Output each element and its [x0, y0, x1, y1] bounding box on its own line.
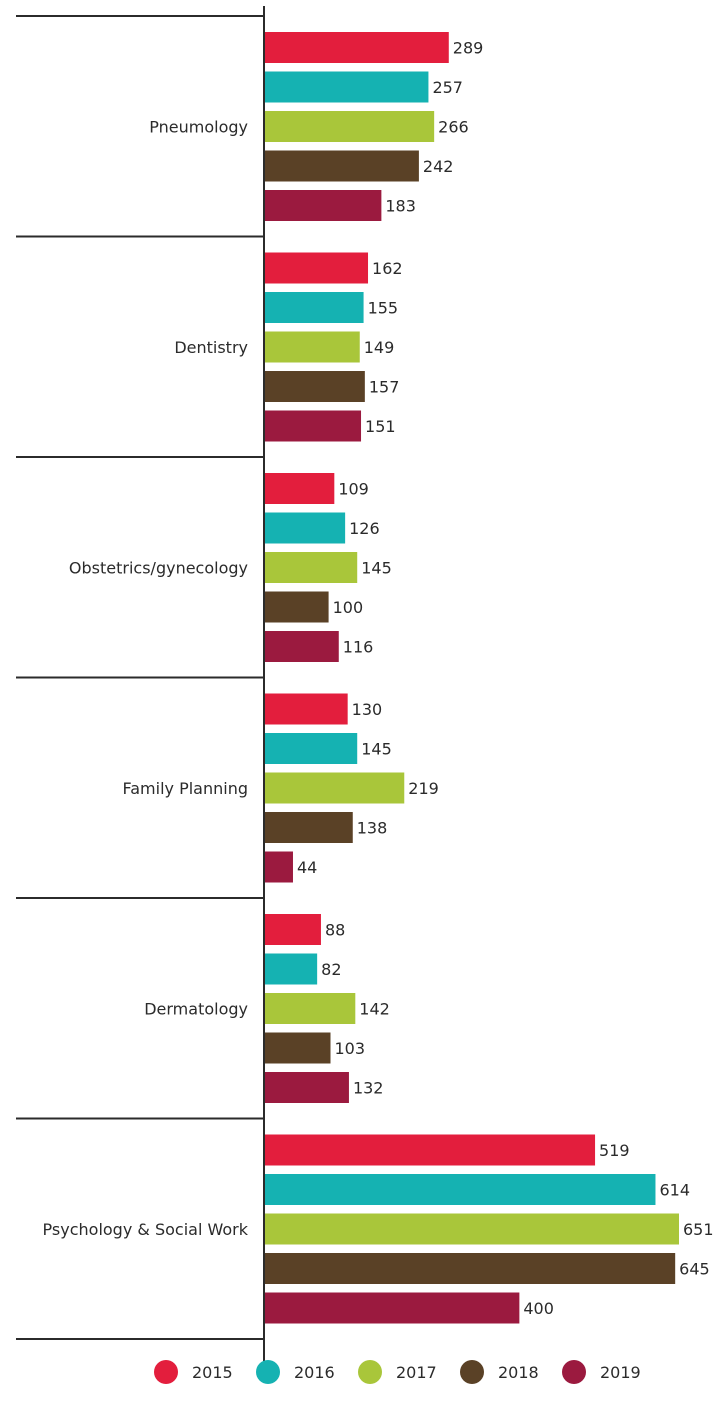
- value-label-pneumology-2017: 266: [438, 118, 469, 137]
- bar-pneumology-2018: [265, 150, 419, 182]
- value-label-family-planning-2019: 44: [297, 858, 317, 877]
- value-label-family-planning-2016: 145: [361, 740, 392, 759]
- value-label-family-planning-2017: 219: [408, 779, 439, 798]
- bar-obstetrics-gynecology-2017: [265, 552, 358, 583]
- value-label-pneumology-2018: 242: [423, 157, 454, 176]
- value-label-obstetrics-gynecology-2019: 116: [343, 638, 374, 657]
- category-label-pneumology: Pneumology: [149, 117, 248, 136]
- value-label-pneumology-2015: 289: [453, 39, 484, 58]
- bar-obstetrics-gynecology-2019: [265, 631, 339, 662]
- bar-dentistry-2016: [265, 292, 364, 323]
- bars-layer: [265, 32, 679, 1324]
- bar-dermatology-2016: [265, 953, 318, 985]
- value-label-psychology-social-work-2016: 614: [659, 1181, 690, 1200]
- value-label-dermatology-2017: 142: [359, 1000, 390, 1019]
- bar-family-planning-2015: [265, 693, 348, 725]
- bar-obstetrics-gynecology-2016: [265, 512, 346, 544]
- value-labels-layer: 289 257 266 242 183 162 155 149 157 151 109 126 145 1…: [297, 39, 714, 1319]
- bar-dermatology-2017: [265, 993, 356, 1024]
- category-label-dentistry: Dentistry: [174, 338, 248, 357]
- bar-psychology-social-work-2015: [265, 1134, 596, 1166]
- value-label-dermatology-2019: 132: [353, 1079, 384, 1098]
- value-label-dentistry-2016: 155: [368, 299, 399, 318]
- category-labels-layer: Pneumology Dentistry Obstetrics/gynecology…: [43, 117, 249, 1239]
- bar-dentistry-2015: [265, 252, 369, 284]
- bar-pneumology-2015: [265, 32, 449, 63]
- value-label-family-planning-2015: 130: [352, 700, 383, 719]
- value-label-obstetrics-gynecology-2018: 100: [333, 598, 364, 617]
- bar-pneumology-2019: [265, 190, 382, 221]
- bar-family-planning-2018: [265, 812, 353, 843]
- bar-obstetrics-gynecology-2015: [265, 473, 335, 504]
- category-label-family-planning: Family Planning: [123, 779, 249, 798]
- bar-dentistry-2018: [265, 371, 365, 402]
- value-label-pneumology-2019: 183: [385, 197, 416, 216]
- value-label-psychology-social-work-2015: 519: [599, 1141, 630, 1160]
- bar-dermatology-2018: [265, 1032, 331, 1064]
- bar-family-planning-2016: [265, 733, 358, 764]
- value-label-dermatology-2018: 103: [335, 1039, 366, 1058]
- category-separators: [16, 15, 264, 1340]
- value-label-dentistry-2015: 162: [372, 259, 403, 278]
- legend-label-2015: 2015: [192, 1363, 233, 1382]
- bar-obstetrics-gynecology-2018: [265, 591, 329, 623]
- value-label-dentistry-2017: 149: [364, 338, 395, 357]
- bar-dermatology-2019: [265, 1072, 349, 1103]
- bar-dermatology-2015: [265, 914, 321, 945]
- bar-psychology-social-work-2016: [265, 1174, 656, 1205]
- value-label-psychology-social-work-2019: 400: [523, 1299, 554, 1318]
- bar-psychology-social-work-2018: [265, 1253, 676, 1284]
- legend-label-2016: 2016: [294, 1363, 335, 1382]
- category-label-obstetrics-gynecology: Obstetrics/gynecology: [69, 558, 248, 577]
- bar-family-planning-2019: [265, 851, 293, 883]
- value-label-obstetrics-gynecology-2017: 145: [361, 559, 392, 578]
- legend-label-2018: 2018: [498, 1363, 539, 1382]
- bar-dentistry-2019: [265, 410, 362, 442]
- bar-dentistry-2017: [265, 331, 360, 363]
- category-label-dermatology: Dermatology: [144, 999, 248, 1018]
- bar-pneumology-2017: [265, 111, 435, 142]
- value-label-dermatology-2016: 82: [321, 960, 341, 979]
- legend-swatch-2015: [154, 1360, 178, 1384]
- category-label-psychology-social-work: Psychology & Social Work: [43, 1220, 249, 1239]
- legend-swatch-2016: [256, 1360, 280, 1384]
- value-label-obstetrics-gynecology-2016: 126: [349, 519, 380, 538]
- value-label-obstetrics-gynecology-2015: 109: [338, 480, 369, 499]
- value-label-family-planning-2018: 138: [357, 819, 388, 838]
- legend-swatch-2017: [358, 1360, 382, 1384]
- value-label-psychology-social-work-2018: 645: [679, 1260, 710, 1279]
- bar-psychology-social-work-2017: [265, 1213, 679, 1245]
- bar-psychology-social-work-2019: [265, 1292, 520, 1324]
- value-label-pneumology-2016: 257: [432, 78, 463, 97]
- bar-family-planning-2017: [265, 772, 405, 804]
- legend-label-2017: 2017: [396, 1363, 437, 1382]
- legend-swatch-2018: [460, 1360, 484, 1384]
- value-label-dentistry-2019: 151: [365, 417, 396, 436]
- legend-label-2019: 2019: [600, 1363, 641, 1382]
- legend: 2015 2016 2017 2018 2019: [154, 1360, 641, 1384]
- legend-swatch-2019: [562, 1360, 586, 1384]
- bar-pneumology-2016: [265, 71, 429, 103]
- value-label-dentistry-2018: 157: [369, 378, 400, 397]
- value-label-psychology-social-work-2017: 651: [683, 1220, 714, 1239]
- value-label-dermatology-2015: 88: [325, 921, 345, 940]
